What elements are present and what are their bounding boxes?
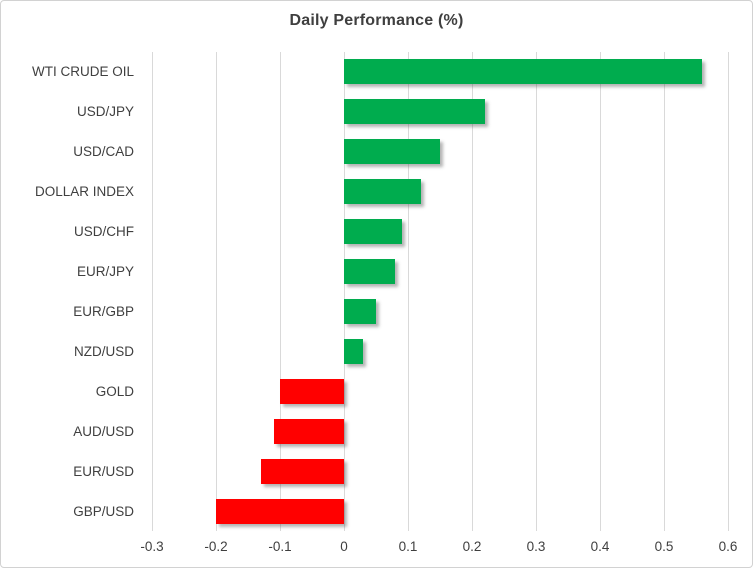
category-label: EUR/USD [73, 463, 134, 479]
bar-usd-cad [344, 139, 440, 165]
x-tick-label: 0.5 [654, 539, 674, 554]
category-axis: WTI CRUDE OIL USD/JPY USD/CAD DOLLAR INDEX U… [1, 52, 134, 531]
bar-usd-chf [344, 219, 402, 245]
category-label: EUR/JPY [76, 264, 134, 280]
gridline [215, 52, 217, 531]
bar-eur-gbp [344, 298, 376, 324]
x-tick-label: 0.6 [718, 539, 738, 554]
x-tick-label: -0.2 [204, 539, 228, 554]
x-tick-label: 0.1 [398, 539, 418, 554]
bar-dollar-index [344, 179, 421, 205]
gridline [663, 52, 665, 531]
gridline [599, 52, 601, 531]
gridline [407, 52, 409, 531]
category-label: NZD/USD [74, 343, 134, 359]
x-tick-label: -0.1 [268, 539, 292, 554]
chart-title: Daily Performance (%) [289, 12, 464, 29]
gridline [535, 52, 537, 531]
x-tick-label: 0.2 [462, 539, 482, 554]
bar-aud-usd [273, 418, 344, 444]
bar-eur-usd [260, 458, 344, 484]
plot-area [151, 52, 729, 531]
category-label: AUD/USD [73, 423, 134, 439]
x-tick-label: 0 [340, 539, 348, 554]
gridline [279, 52, 281, 531]
category-label: DOLLAR INDEX [34, 184, 134, 200]
x-tick-label: -0.3 [140, 539, 164, 554]
x-tick-label: 0.3 [526, 539, 546, 554]
x-axis: -0.3 -0.2 -0.1 0 0.1 0.2 0.3 0.4 0.5 0.6 [1, 539, 753, 559]
gridline [727, 52, 729, 531]
bar-gbp-usd [216, 498, 344, 524]
gridline [343, 52, 345, 531]
bar-nzd-usd [344, 338, 364, 364]
category-label: WTI CRUDE OIL [31, 64, 134, 80]
bar-usd-jpy [344, 99, 485, 125]
category-label: EUR/GBP [73, 303, 134, 319]
category-label: USD/CAD [73, 144, 134, 160]
category-label: GOLD [95, 383, 134, 399]
gridline [151, 52, 153, 531]
x-tick-label: 0.4 [590, 539, 610, 554]
bar-eur-jpy [344, 259, 396, 285]
category-label: GBP/USD [73, 503, 134, 519]
category-label: USD/JPY [76, 104, 134, 120]
bar-gold [280, 378, 344, 404]
gridline [471, 52, 473, 531]
category-label: USD/CHF [74, 224, 134, 240]
bar-wti-crude-oil [344, 59, 703, 85]
